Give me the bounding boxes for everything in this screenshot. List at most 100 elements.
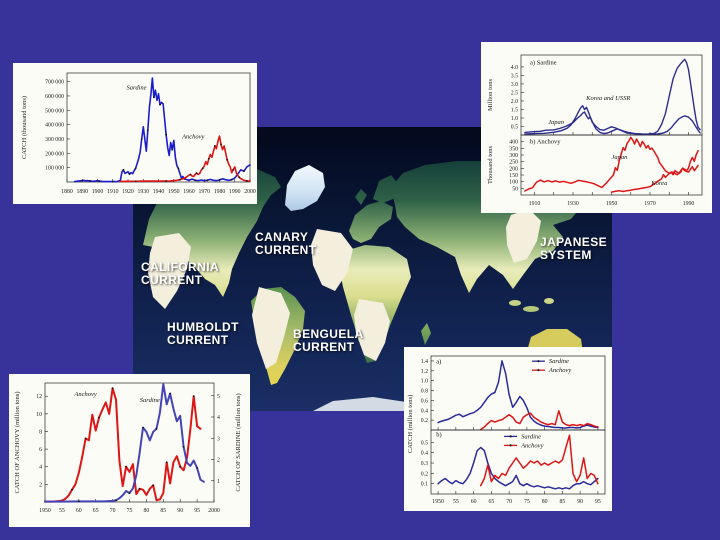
svg-text:1880: 1880	[61, 189, 73, 195]
svg-text:a) Sardine: a) Sardine	[530, 60, 557, 67]
svg-text:0.5: 0.5	[421, 440, 428, 446]
svg-text:1950: 1950	[606, 201, 618, 207]
map-label-humboldt-current: HUMBOLDT CURRENT	[167, 320, 239, 348]
svg-text:1910: 1910	[107, 189, 119, 195]
svg-text:1.0: 1.0	[511, 116, 518, 122]
svg-text:0.2: 0.2	[421, 418, 428, 424]
svg-text:b) Anchovy: b) Anchovy	[530, 138, 561, 145]
svg-text:2: 2	[39, 482, 42, 488]
svg-text:600 000: 600 000	[45, 94, 64, 100]
map-label-canary-current: CANARY CURRENT	[255, 230, 317, 258]
svg-text:6: 6	[39, 447, 42, 453]
svg-text:0.8: 0.8	[421, 389, 428, 395]
svg-text:2: 2	[217, 458, 220, 464]
svg-text:85: 85	[559, 499, 565, 505]
svg-text:4.0: 4.0	[511, 65, 518, 71]
svg-text:Sardine: Sardine	[127, 84, 147, 91]
svg-text:a): a)	[436, 358, 441, 365]
chart-far-east-catch-history: 1880 1890 1900 1910 1920 1930 1940 1950 1960 1970…	[13, 63, 257, 204]
svg-text:b): b)	[436, 431, 441, 438]
svg-text:8: 8	[39, 429, 42, 435]
svg-text:Anchovy: Anchovy	[548, 367, 571, 374]
svg-text:350: 350	[509, 146, 518, 152]
svg-text:4: 4	[217, 415, 220, 421]
region-europe	[349, 201, 393, 243]
svg-text:0.3: 0.3	[421, 461, 428, 467]
svg-text:2000: 2000	[208, 508, 220, 514]
svg-text:1940: 1940	[153, 189, 165, 195]
svg-text:200: 200	[509, 166, 518, 172]
svg-text:100: 100	[509, 180, 518, 186]
svg-text:4: 4	[39, 465, 42, 471]
svg-text:1.5: 1.5	[511, 107, 518, 113]
chart-bottom-right-plot: 0.2 0.4 0.6 0.8 1.0 1.2 1.4 a) Sardine Anchovy 195…	[407, 355, 606, 505]
chart-top-right-plot: 0.5 1.0 1.5 2.0 2.5 3.0 3.5 4.0 Million tons a) S…	[487, 54, 703, 207]
island-britain	[355, 189, 367, 205]
svg-text:5: 5	[217, 394, 220, 400]
islands-se-asia	[544, 298, 554, 304]
svg-text:0.4: 0.4	[421, 451, 428, 457]
svg-text:0.2: 0.2	[421, 471, 428, 477]
svg-text:Japan: Japan	[612, 154, 628, 161]
svg-text:50: 50	[512, 186, 518, 192]
svg-text:1990: 1990	[683, 201, 695, 207]
svg-text:CATCH OF ANCHOVY (million tons: CATCH OF ANCHOVY (million tons)	[14, 392, 21, 494]
svg-text:2000: 2000	[244, 189, 256, 195]
chart-bottom-left-plot: 1950 55 60 65 70 75 80 85 90 95 20002468101212345C…	[14, 382, 242, 514]
svg-text:1950: 1950	[168, 189, 180, 195]
chart-japan-korea-sardine-anchovy: 0.5 1.0 1.5 2.0 2.5 3.0 3.5 4.0 Million tons a) S…	[481, 42, 712, 213]
islands-se-asia	[523, 306, 539, 312]
upwelling-patch-benguela	[354, 299, 390, 361]
svg-text:10: 10	[36, 412, 42, 418]
svg-text:65: 65	[93, 508, 99, 514]
chart-anchovy-vs-sardine-catch: 1950 55 60 65 70 75 80 85 90 95 2000 2 4 6 8 10 12 1 2 3 4 5 C…	[9, 374, 250, 527]
svg-text:55: 55	[453, 499, 459, 505]
chart-top-left-plot: 1880 1890 1900 1910 1920 1930 1940 1950 1960 1970…	[21, 72, 256, 195]
svg-text:65: 65	[488, 499, 494, 505]
svg-text:1950: 1950	[432, 499, 444, 505]
map-label-benguela-current: BENGUELA CURRENT	[293, 327, 364, 355]
svg-text:70: 70	[110, 508, 116, 514]
svg-text:300: 300	[509, 153, 518, 159]
map-label-california-current: CALIFORNIA CURRENT	[141, 260, 219, 288]
svg-text:80: 80	[542, 499, 548, 505]
svg-text:1.2: 1.2	[421, 369, 428, 375]
svg-text:700 000: 700 000	[45, 80, 64, 86]
svg-text:1990: 1990	[229, 189, 241, 195]
map-label-japanese-system: JAPANESE SYSTEM	[540, 235, 607, 263]
svg-text:CATCH (million tons): CATCH (million tons)	[407, 395, 414, 454]
svg-text:1920: 1920	[122, 189, 134, 195]
svg-text:Anchovy: Anchovy	[520, 442, 543, 449]
svg-text:100 000: 100 000	[45, 166, 64, 172]
svg-text:75: 75	[127, 508, 133, 514]
svg-text:500 000: 500 000	[45, 108, 64, 114]
svg-text:Korea: Korea	[650, 180, 667, 187]
svg-text:90: 90	[577, 499, 583, 505]
svg-text:85: 85	[160, 508, 166, 514]
svg-text:2.5: 2.5	[511, 90, 518, 96]
svg-text:1980: 1980	[214, 189, 226, 195]
island-madagascar	[421, 323, 431, 345]
svg-text:150: 150	[509, 173, 518, 179]
islands-se-asia	[509, 300, 521, 306]
svg-text:Korea and USSR: Korea and USSR	[585, 95, 630, 102]
svg-text:0.5: 0.5	[511, 124, 518, 130]
svg-text:60: 60	[471, 499, 477, 505]
svg-text:3: 3	[217, 436, 220, 442]
upwelling-patch-canary	[311, 229, 353, 291]
svg-text:90: 90	[177, 508, 183, 514]
svg-text:1.0: 1.0	[421, 379, 428, 385]
svg-text:70: 70	[506, 499, 512, 505]
svg-text:1930: 1930	[567, 201, 579, 207]
island-greenland	[285, 165, 325, 211]
svg-text:Anchovy: Anchovy	[181, 133, 204, 140]
svg-text:CATCH (thousand tons): CATCH (thousand tons)	[21, 96, 28, 159]
svg-text:12: 12	[36, 394, 42, 400]
svg-text:1970: 1970	[644, 201, 656, 207]
svg-text:1950: 1950	[39, 508, 51, 514]
svg-text:1890: 1890	[76, 189, 88, 195]
svg-text:Japan: Japan	[548, 119, 564, 126]
svg-text:1970: 1970	[198, 189, 210, 195]
svg-text:0.6: 0.6	[421, 398, 428, 404]
svg-text:1910: 1910	[529, 201, 541, 207]
